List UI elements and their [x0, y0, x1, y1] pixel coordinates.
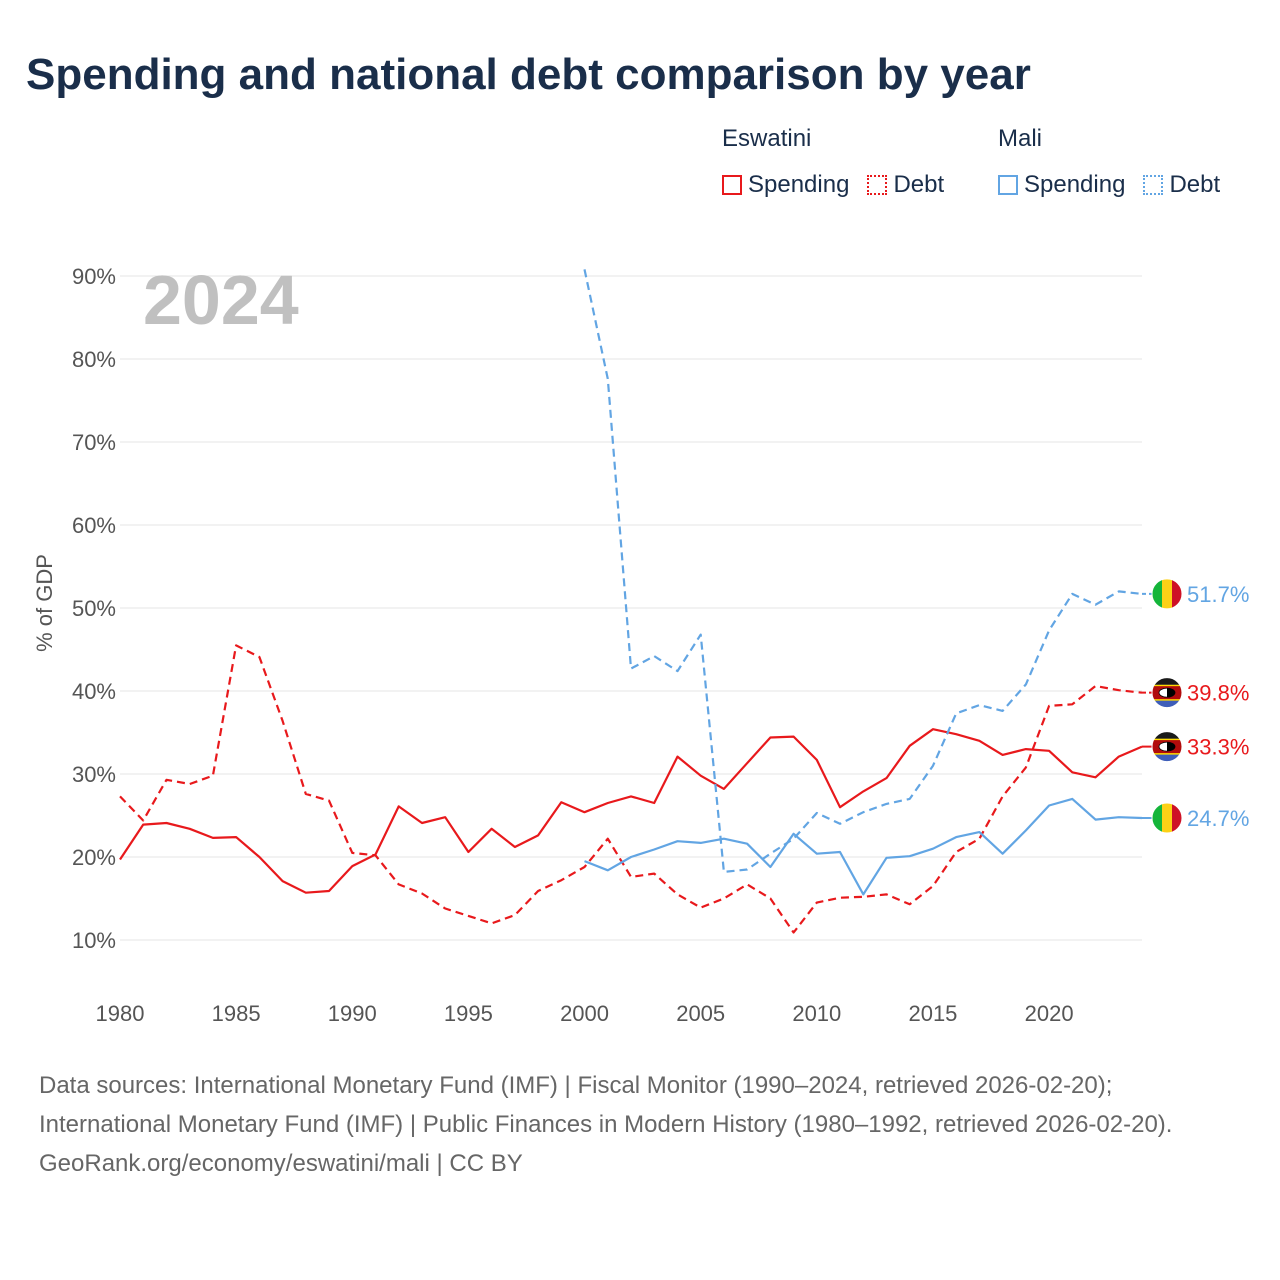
- footer: Data sources: International Monetary Fun…: [39, 1066, 1239, 1183]
- x-tick-label: 2005: [676, 1001, 725, 1026]
- legend-item-eswatini-spending[interactable]: Spending: [722, 171, 849, 199]
- y-tick-label: 60%: [72, 513, 116, 538]
- legend-group-label: Mali: [998, 125, 1043, 152]
- line-chart: 10% 20% 30% 40% 50% 60% 70% 80% 90% 1980 1985 1990 1…: [32, 261, 1249, 1026]
- year-watermark: 2024: [143, 261, 299, 339]
- y-tick-label: 30%: [72, 762, 116, 787]
- legend-group-mali: Mali Spending Debt: [998, 125, 1238, 199]
- x-tick-label: 2010: [792, 1001, 841, 1026]
- series-line-mali-debt[interactable]: [583, 269, 1143, 874]
- y-axis-label: % of GDP: [32, 554, 57, 652]
- y-tick-label: 20%: [72, 845, 116, 870]
- legend-item-mali-debt[interactable]: Debt: [1143, 171, 1220, 199]
- x-tick-label: 2015: [908, 1001, 957, 1026]
- y-tick-label: 90%: [72, 264, 116, 289]
- x-tick-label: 1990: [328, 1001, 377, 1026]
- end-value-label: 24.7%: [1187, 806, 1249, 831]
- legend-item-label: Spending: [1024, 171, 1126, 198]
- x-tick-label: 1985: [212, 1001, 261, 1026]
- dotted-line-swatch-icon: [1143, 175, 1164, 195]
- credit-text: GeoRank.org/economy/eswatini/mali | CC B…: [39, 1150, 523, 1177]
- solid-line-swatch-icon: [998, 175, 1018, 195]
- legend-item-label: Debt: [893, 171, 945, 198]
- y-tick-label: 50%: [72, 596, 116, 621]
- data-sources-text: Data sources: International Monetary Fun…: [39, 1072, 1173, 1138]
- solid-line-swatch-icon: [722, 175, 742, 195]
- end-value-label: 51.7%: [1187, 582, 1249, 607]
- legend-item-mali-spending[interactable]: Spending: [998, 171, 1125, 199]
- x-tick-label: 2000: [560, 1001, 609, 1026]
- end-value-label: 39.8%: [1187, 681, 1249, 706]
- y-tick-label: 70%: [72, 430, 116, 455]
- chart-title: Spending and national debt comparison by…: [26, 50, 1031, 99]
- x-tick-label: 1995: [444, 1001, 493, 1026]
- series-line-eswatini-debt[interactable]: [119, 644, 1143, 934]
- dotted-line-swatch-icon: [867, 175, 888, 195]
- legend-item-eswatini-debt[interactable]: Debt: [867, 171, 944, 199]
- series-line-eswatini-spending[interactable]: [119, 728, 1143, 894]
- series-line-mali-spending[interactable]: [584, 797, 1143, 896]
- mali-flag-icon: [1151, 578, 1183, 610]
- mali-flag-icon: [1151, 802, 1183, 834]
- y-tick-label: 10%: [72, 928, 116, 953]
- x-tick-label: 1980: [96, 1001, 145, 1026]
- legend-group-label: Eswatini: [722, 125, 812, 152]
- y-tick-label: 40%: [72, 679, 116, 704]
- y-tick-label: 80%: [72, 347, 116, 372]
- legend-item-label: Debt: [1169, 171, 1221, 198]
- end-value-label: 33.3%: [1187, 735, 1249, 760]
- eswatini-flag-icon: [1151, 731, 1183, 763]
- x-tick-label: 2020: [1025, 1001, 1074, 1026]
- eswatini-flag-icon: [1151, 677, 1183, 709]
- legend-item-label: Spending: [748, 171, 850, 198]
- legend-group-eswatini: Eswatini Spending Debt: [722, 125, 962, 199]
